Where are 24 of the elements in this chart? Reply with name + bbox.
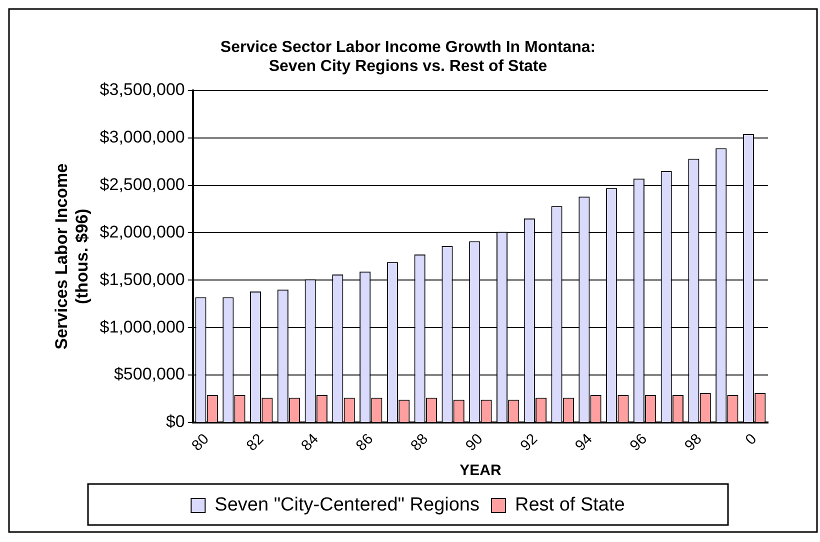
x-tick-label: 86 <box>352 430 377 454</box>
x-axis-title: YEAR <box>460 462 502 480</box>
y-axis-title: Services Labor Income (thous. $96) <box>52 163 92 350</box>
x-tick-label: 84 <box>298 430 322 454</box>
y-tick-label: $2,000,000 <box>100 222 185 242</box>
x-tick-label: 90 <box>462 430 486 454</box>
legend-label: Seven "City-Centered" Regions <box>214 494 480 516</box>
y-tick-label: $2,500,000 <box>100 174 185 194</box>
chart-title: Service Sector Labor Income Growth In Montana: Seven City Regions vs. Rest of State <box>220 39 596 76</box>
x-tick-label: 96 <box>626 430 651 454</box>
y-tick-label: $500,000 <box>114 364 185 384</box>
x-tick-label: 92 <box>517 430 541 454</box>
x-tick-label: 88 <box>408 430 432 454</box>
x-tick-label: 94 <box>572 430 596 454</box>
y-tick-label: $3,000,000 <box>100 128 185 147</box>
x-tick-label: 0 <box>742 430 760 448</box>
y-tick-label: $3,500,000 <box>100 80 185 100</box>
x-tick-label: 82 <box>243 430 268 454</box>
legend-label: Rest of State <box>515 494 625 516</box>
y-tick-label: $1,000,000 <box>100 317 185 336</box>
x-tick-label: 98 <box>681 430 706 454</box>
x-tick-label: 80 <box>188 430 212 454</box>
y-tick-label: $1,500,000 <box>100 270 185 289</box>
y-tick-label: $0 <box>166 412 185 432</box>
